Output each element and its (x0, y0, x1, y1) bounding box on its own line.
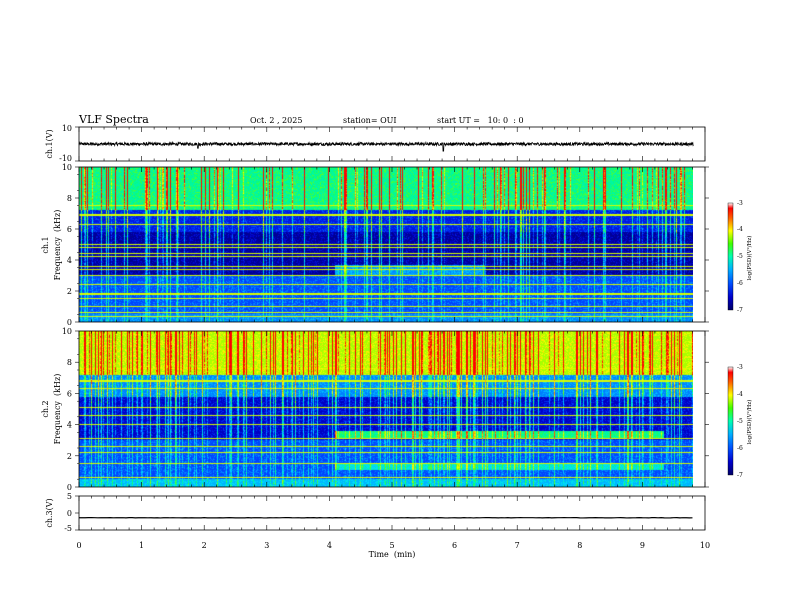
ch1-colorbar-tick: -4 (737, 226, 743, 233)
ch1-spectrogram-image-wrap (79, 167, 693, 322)
ch2-colorbar-tick: -4 (737, 391, 743, 398)
ch1-waveform-panel: 10 -10 ch.1(V) (45, 124, 706, 163)
time-tick-label: 4 (327, 541, 332, 550)
time-tick-label: 7 (515, 541, 520, 550)
time-tick-label: 1 (139, 541, 144, 550)
ch1-spectrogram-channel-label: ch.1 (41, 236, 50, 253)
ch3-waveform-ylabel: ch.3(V) (45, 498, 54, 527)
ch1-y-tick-top: 10 (62, 124, 72, 133)
ch2-spectrogram-image-wrap (79, 331, 693, 487)
ch1-spectrogram-image (79, 167, 693, 322)
ch3-waveform-panel: 5 0 -5 ch.3(V) 0 1 2 3 4 5 6 7 8 9 10 Time (min) (45, 492, 710, 559)
ch1-colorbar-label: log(PSD)(V²/Hz) (746, 236, 753, 281)
ch1-spectrogram-x-ticks (78, 167, 706, 322)
ch1-waveform-ylabel: ch.1(V) (45, 129, 54, 158)
frequency-tick-label: 10 (62, 163, 72, 172)
time-tick-label: 0 (76, 541, 81, 550)
ch2-spectrogram-panel: 0 2 4 6 8 10 ch.2 Frequency (kHz) -3 -4 -5 -6… (41, 327, 753, 492)
time-tick-label: 5 (389, 541, 394, 550)
figure-station: station= OUI (343, 116, 397, 125)
figure-start-time: start UT = 10: 0 : 0 (437, 116, 524, 125)
ch2-colorbar-tick: -7 (737, 472, 743, 479)
time-axis-tick-labels: 0 1 2 3 4 5 6 7 8 9 10 (76, 541, 710, 550)
time-tick-label: 6 (452, 541, 457, 550)
frequency-tick-label: 6 (67, 225, 72, 234)
time-tick-label: 9 (640, 541, 645, 550)
frequency-tick-label: 4 (67, 256, 72, 265)
frequency-tick-label: 6 (67, 389, 72, 398)
time-tick-label: 10 (700, 541, 710, 550)
time-tick-label: 2 (202, 541, 207, 550)
time-tick-label: 8 (577, 541, 582, 550)
ch3-waveform-x-ticks (78, 496, 706, 530)
ch2-spectrogram-image (79, 331, 693, 487)
ch1-colorbar-tick: -3 (737, 200, 743, 207)
frequency-tick-label: 10 (62, 327, 72, 336)
ch1-colorbar-gradient (727, 202, 734, 311)
frequency-tick-label: 8 (67, 194, 72, 203)
ch1-waveform-trace (78, 141, 694, 152)
ch2-colorbar-tick: -5 (737, 418, 743, 425)
ch3-y-tick-top: 5 (67, 492, 72, 501)
ch1-colorbar: -3 -4 -5 -6 -7 log(PSD)(V²/Hz) (727, 200, 753, 314)
time-axis-label: Time (min) (369, 550, 416, 559)
ch2-spectrogram-ylabel: Frequency (kHz) (53, 374, 62, 445)
frequency-tick-label: 2 (67, 287, 72, 296)
ch2-spectrogram-channel-label: ch.2 (41, 400, 50, 417)
frequency-tick-label: 0 (67, 483, 72, 492)
ch2-spectrogram-x-ticks (78, 331, 706, 487)
ch2-colorbar-tick: -6 (737, 445, 743, 452)
ch2-colorbar-gradient (727, 366, 734, 476)
ch1-colorbar-tick: -5 (737, 253, 743, 260)
ch1-colorbar-tick: -6 (737, 280, 743, 287)
ch2-colorbar-tick: -3 (737, 364, 743, 371)
figure-date: Oct. 2 , 2025 (250, 116, 302, 125)
figure-title: VLF Spectra (78, 113, 149, 126)
ch1-waveform-x-ticks (78, 127, 706, 161)
ch3-waveform-plot-area (79, 496, 705, 530)
frequency-tick-label: 8 (67, 358, 72, 367)
frequency-tick-label: 2 (67, 452, 72, 461)
figure-header: VLF Spectra Oct. 2 , 2025 station= OUI s… (78, 113, 524, 126)
time-tick-label: 3 (264, 541, 269, 550)
ch2-spectrogram-y-ticks: 0 2 4 6 8 10 (62, 327, 709, 492)
frequency-tick-label: 0 (67, 318, 72, 327)
ch1-colorbar-tick: -7 (737, 307, 743, 314)
ch3-y-tick-middle: 0 (67, 509, 72, 518)
frequency-tick-label: 4 (67, 421, 72, 430)
ch3-y-tick-bottom: -5 (64, 524, 72, 533)
ch2-colorbar-label: log(PSD)(V²/Hz) (746, 400, 753, 445)
ch1-spectrogram-y-ticks: 0 2 4 6 8 10 (62, 163, 709, 327)
ch1-y-tick-bottom: -10 (59, 154, 72, 163)
ch1-spectrogram-ylabel: Frequency (kHz) (53, 210, 62, 281)
ch2-colorbar: -3 -4 -5 -6 -7 log(PSD)(V²/Hz) (727, 364, 753, 479)
ch1-spectrogram-panel: 0 2 4 6 8 10 ch.1 Frequency (kHz) -3 -4 -5 -6… (41, 163, 753, 327)
